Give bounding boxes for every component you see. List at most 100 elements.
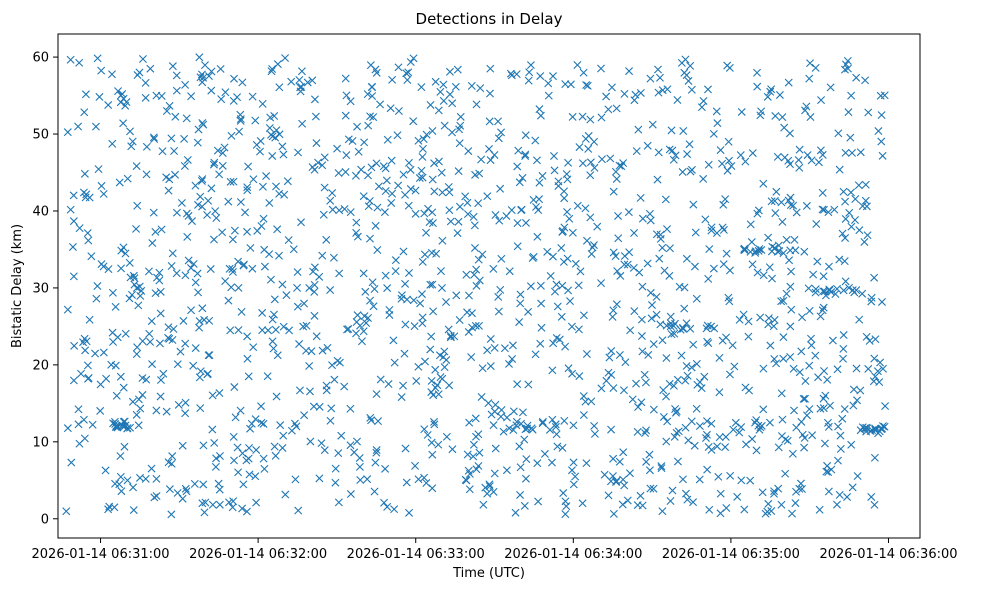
detection-point: [271, 133, 280, 142]
detection-point: [238, 449, 247, 458]
detection-point: [641, 429, 650, 438]
detection-point: [870, 273, 879, 282]
detection-point: [689, 200, 698, 209]
detection-point: [117, 264, 126, 273]
detection-point: [723, 61, 732, 70]
detection-point: [779, 296, 788, 305]
detection-point: [198, 175, 207, 184]
detection-point: [383, 502, 392, 511]
detection-point: [116, 98, 125, 107]
detection-point: [559, 257, 568, 266]
detection-point: [811, 63, 820, 72]
detection-point: [798, 313, 807, 322]
detection-point: [712, 107, 721, 116]
detection-point: [579, 311, 588, 320]
detection-point: [82, 190, 91, 199]
detection-point: [833, 365, 842, 374]
detection-point: [801, 377, 810, 385]
detection-point: [586, 158, 595, 167]
detection-point: [399, 170, 408, 179]
detection-point: [182, 114, 191, 123]
detection-point: [350, 448, 359, 457]
detection-point: [571, 259, 580, 268]
detection-point: [267, 130, 276, 139]
detection-point: [697, 103, 706, 112]
detection-point: [612, 300, 621, 309]
detection-point: [643, 259, 652, 268]
detection-point: [129, 271, 138, 280]
detection-point: [367, 416, 376, 425]
detection-point: [646, 216, 655, 225]
detection-point: [560, 416, 569, 425]
detection-point: [485, 89, 494, 98]
detection-point: [611, 167, 620, 176]
detection-point: [682, 319, 691, 328]
detection-point: [147, 317, 156, 326]
detection-point: [464, 327, 473, 336]
detection-point: [623, 496, 632, 505]
detection-point: [418, 173, 427, 182]
detection-point: [753, 68, 762, 77]
detection-point: [438, 374, 447, 383]
detection-point: [645, 209, 654, 218]
detection-point: [294, 506, 303, 515]
detection-point: [109, 419, 118, 428]
detection-point: [679, 127, 688, 136]
detection-point: [602, 376, 611, 385]
detection-point: [68, 242, 77, 251]
detection-point: [483, 192, 492, 201]
detection-point: [871, 426, 880, 435]
detection-point: [567, 322, 576, 331]
detection-point: [646, 484, 655, 493]
detection-point: [146, 64, 155, 73]
detection-point: [80, 434, 89, 443]
detection-point: [609, 509, 618, 518]
detection-point: [446, 333, 455, 342]
y-tick-label: 40: [32, 204, 49, 219]
detection-point: [93, 282, 102, 291]
detection-point: [368, 92, 377, 101]
detection-point: [428, 175, 437, 184]
detection-point: [224, 197, 233, 206]
detection-point: [310, 287, 319, 296]
detection-point: [790, 235, 799, 244]
detection-point: [705, 245, 714, 254]
detection-point: [491, 211, 500, 220]
detection-point: [774, 241, 783, 250]
detection-point: [259, 454, 268, 463]
detection-point: [557, 243, 566, 252]
detection-point: [428, 484, 437, 493]
detection-point: [259, 214, 268, 223]
detection-point: [376, 100, 385, 109]
detection-point: [678, 168, 687, 177]
detection-point: [483, 346, 492, 355]
detection-point: [387, 156, 396, 165]
detection-point: [236, 198, 245, 207]
detection-point: [516, 290, 525, 299]
detection-point: [342, 91, 351, 100]
detection-point: [287, 77, 296, 86]
detection-point: [225, 264, 234, 273]
detection-point: [455, 202, 464, 211]
detection-point: [658, 507, 667, 516]
detection-point: [494, 117, 503, 126]
detection-point: [341, 167, 350, 176]
detection-point: [485, 117, 494, 126]
detection-point: [753, 209, 762, 218]
detection-point: [215, 500, 224, 509]
detection-point: [636, 491, 645, 500]
detection-point: [513, 162, 522, 171]
detection-point: [759, 179, 768, 188]
y-axis-label: Bistatic Delay (km): [10, 224, 25, 348]
detection-point: [331, 478, 340, 487]
detection-point: [327, 404, 336, 413]
detection-point: [838, 229, 847, 238]
detection-point: [418, 319, 427, 328]
detection-point: [764, 233, 773, 242]
detection-point: [877, 111, 886, 120]
detection-point: [564, 364, 573, 373]
detection-point: [438, 236, 447, 245]
detection-point: [839, 286, 848, 295]
detection-point: [861, 180, 870, 189]
detection-point: [807, 156, 816, 165]
